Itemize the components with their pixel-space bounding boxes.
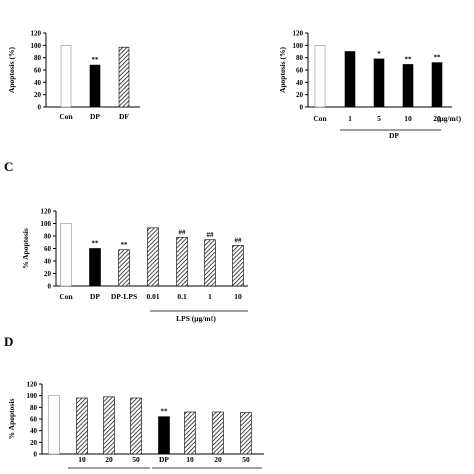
bar (204, 239, 216, 287)
chart-d: D % Apoptosis 0 20 40 60 80 100 120 10 20 50 ** DP 10 2… (4, 334, 264, 469)
bar (76, 397, 88, 455)
x-tick-label: Con (59, 112, 73, 121)
y-tick-label: 60 (44, 245, 52, 253)
bar (240, 412, 252, 455)
significance-marker: ** (92, 56, 100, 64)
bar (344, 51, 356, 108)
bar (212, 411, 224, 455)
y-tick-label: 60 (34, 67, 42, 75)
bar (402, 64, 414, 108)
x-tick-label: DP (90, 112, 100, 121)
bar (184, 411, 196, 455)
x-tick-label: 10 (186, 455, 194, 464)
y-tick-label: 120 (27, 381, 38, 389)
y-tick-label: 40 (44, 258, 52, 266)
unit-label: (μg/mℓ) (437, 114, 462, 123)
x-tick-label: 10 (404, 114, 412, 123)
y-tick-label: 40 (34, 79, 42, 87)
significance-marker: ** (161, 408, 169, 416)
y-tick-label: 120 (293, 30, 304, 38)
chart-c: C % Apoptosis 0 20 40 60 80 100 120 Con ** DP ** DP-L… (4, 159, 248, 323)
y-tick-label: 100 (27, 392, 38, 400)
y-tick-label: 120 (41, 208, 52, 216)
bar (147, 227, 159, 287)
bar (60, 223, 72, 287)
y-tick-label: 0 (38, 104, 42, 112)
y-tick-label: 20 (44, 270, 52, 278)
significance-marker: ** (121, 241, 129, 249)
y-tick-label: 100 (293, 42, 304, 50)
y-tick-label: 20 (296, 91, 304, 99)
x-tick-label: Con (313, 114, 327, 123)
x-tick-label: 10 (234, 292, 242, 301)
x-tick-label: 1 (208, 292, 212, 301)
x-tick-label: 50 (132, 455, 140, 464)
x-tick-label: DF (119, 112, 129, 121)
significance-marker: ** (434, 54, 442, 62)
bar (232, 245, 244, 287)
x-tick-label: 0.1 (177, 292, 187, 301)
significance-marker: ## (207, 231, 215, 239)
significance-marker: ** (92, 240, 100, 248)
x-tick-label: 20 (433, 114, 441, 123)
y-tick-label: 80 (296, 54, 304, 62)
y-tick-label: 100 (31, 42, 42, 50)
y-tick-label: 80 (30, 404, 38, 412)
x-tick-label: DP (159, 455, 169, 464)
y-tick-label: 120 (31, 30, 42, 38)
bar (373, 58, 385, 108)
group-label: DP (389, 131, 399, 140)
y-tick-label: 80 (44, 233, 52, 241)
bar (176, 236, 188, 287)
significance-marker: ** (405, 55, 413, 63)
y-axis-title: Apoptosis (%) (278, 46, 287, 93)
bar (118, 46, 130, 108)
bar (60, 45, 72, 108)
bar (130, 397, 142, 455)
chart-b: Apoptosis (%) 0 20 40 60 80 100 120 Con 1 * 5 ** 10 **… (278, 30, 462, 141)
y-tick-label: 0 (48, 283, 52, 291)
y-tick-label: 0 (300, 104, 304, 112)
x-tick-label: 50 (242, 455, 250, 464)
y-tick-label: 20 (34, 91, 42, 99)
bar (158, 416, 170, 455)
bar (89, 64, 101, 108)
bar (103, 396, 115, 455)
y-axis-title: Apoptosis (%) (7, 46, 16, 93)
panel-label: C (4, 159, 13, 174)
x-tick-label: 5 (377, 114, 381, 123)
chart-a: Apoptosis (%) 0 20 40 60 80 100 120 Con ** DP DF (7, 30, 140, 121)
significance-marker: ## (235, 236, 243, 244)
x-tick-label: 1 (348, 114, 352, 123)
y-tick-label: 100 (41, 220, 52, 228)
y-tick-label: 60 (296, 67, 304, 75)
y-tick-label: 0 (34, 451, 38, 459)
bar (48, 395, 60, 455)
panel-label: D (4, 334, 13, 349)
x-tick-label: Con (59, 292, 73, 301)
significance-marker: ## (179, 228, 187, 236)
y-axis-title: % Apoptosis (7, 399, 16, 440)
x-tick-label: DP (90, 292, 100, 301)
group-label: LPS (μg/mℓ) (176, 314, 216, 323)
y-tick-label: 20 (30, 439, 38, 447)
y-tick-label: 40 (296, 79, 304, 87)
bar (89, 248, 101, 287)
x-tick-label: 20 (214, 455, 222, 464)
x-tick-label: 0.01 (146, 292, 159, 301)
bar (118, 249, 130, 287)
y-tick-label: 40 (30, 427, 38, 435)
x-tick-label: 20 (105, 455, 113, 464)
bar (314, 45, 326, 108)
y-tick-label: 80 (34, 54, 42, 62)
x-tick-label: 10 (78, 455, 86, 464)
significance-marker: * (377, 50, 381, 58)
y-axis-title: % Apoptosis (21, 228, 30, 269)
x-tick-label: DP-LPS (111, 292, 137, 301)
bar (431, 62, 443, 108)
y-tick-label: 60 (30, 416, 38, 424)
